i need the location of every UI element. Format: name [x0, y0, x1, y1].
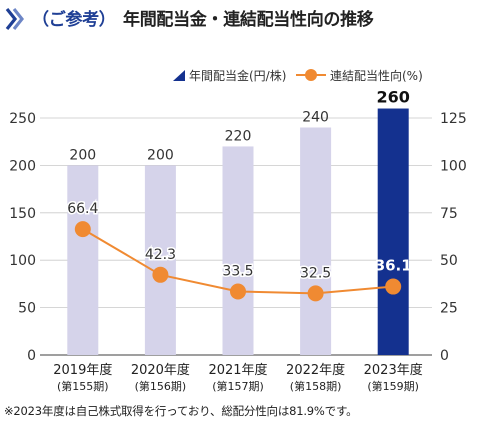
y-left-tick-label: 100	[9, 253, 36, 269]
dividend-bar	[67, 165, 99, 355]
page-title: 年間配当金・連結配当性向の推移	[123, 10, 374, 30]
title-prefix: （ご参考）	[32, 10, 116, 30]
y-left-tick-label: 0	[27, 348, 36, 364]
x-tick-sublabel: (第156期)	[135, 379, 187, 393]
payout-ratio-point	[74, 221, 91, 238]
legend-line-marker-icon	[305, 69, 317, 81]
y-right-tick-label: 75	[440, 206, 458, 222]
payout-ratio-point	[385, 278, 402, 295]
bar-value-label: 200	[147, 147, 174, 163]
y-right-tick-label: 25	[440, 301, 458, 317]
x-tick-label: 2019年度	[53, 362, 112, 378]
x-tick-sublabel: (第159期)	[367, 379, 419, 393]
bar-value-label: 200	[69, 147, 96, 163]
y-right-tick-label: 50	[440, 253, 458, 269]
payout-ratio-label: 33.5	[222, 263, 253, 279]
dividend-bar	[300, 127, 332, 355]
bar-value-label: 220	[225, 128, 252, 144]
dividend-bar	[222, 146, 254, 355]
dividend-bar	[377, 108, 409, 356]
y-right-tick-label: 100	[440, 158, 467, 174]
y-left-tick-label: 250	[9, 111, 36, 127]
payout-ratio-point	[152, 266, 169, 283]
title-bar: （ご参考） 年間配当金・連結配当性向の推移	[0, 0, 480, 40]
payout-ratio-point	[307, 285, 324, 302]
legend-bar-swatch-icon	[173, 70, 185, 81]
x-tick-sublabel: (第155期)	[57, 379, 109, 393]
payout-ratio-point	[230, 283, 246, 300]
y-left-tick-label: 50	[18, 301, 36, 317]
y-left-tick-label: 150	[9, 206, 36, 222]
payout-ratio-label: 32.5	[300, 265, 331, 281]
x-tick-label: 2021年度	[208, 362, 267, 378]
payout-ratio-label: 36.1	[375, 257, 412, 275]
y-left-tick-label: 200	[9, 158, 36, 174]
x-tick-label: 2020年度	[131, 362, 190, 378]
bar-value-label: 240	[302, 109, 329, 125]
dividend-bar	[144, 165, 176, 355]
dividend-chart: 0 50 100 150 200 250 0 25 50 75 100 125 200 200 220 240…	[9, 68, 467, 393]
double-chevron-right-icon	[5, 8, 24, 30]
x-tick-sublabel: (第158期)	[290, 379, 342, 393]
footnote: ※2023年度は自己株式取得を行っており、総配分性向は81.9%です。	[4, 404, 358, 418]
x-tick-label: 2023年度	[364, 362, 423, 378]
y-right-tick-label: 125	[440, 111, 467, 127]
y-right-tick-label: 0	[440, 348, 449, 364]
bar-value-label: 260	[376, 88, 409, 107]
legend-line-label: 連結配当性向(%)	[330, 68, 423, 83]
payout-ratio-label: 42.3	[145, 247, 176, 263]
x-tick-label: 2022年度	[286, 362, 345, 378]
x-tick-sublabel: (第157期)	[212, 379, 264, 393]
legend-bar-label: 年間配当金(円/株)	[189, 68, 286, 83]
payout-ratio-label: 66.4	[67, 201, 98, 217]
